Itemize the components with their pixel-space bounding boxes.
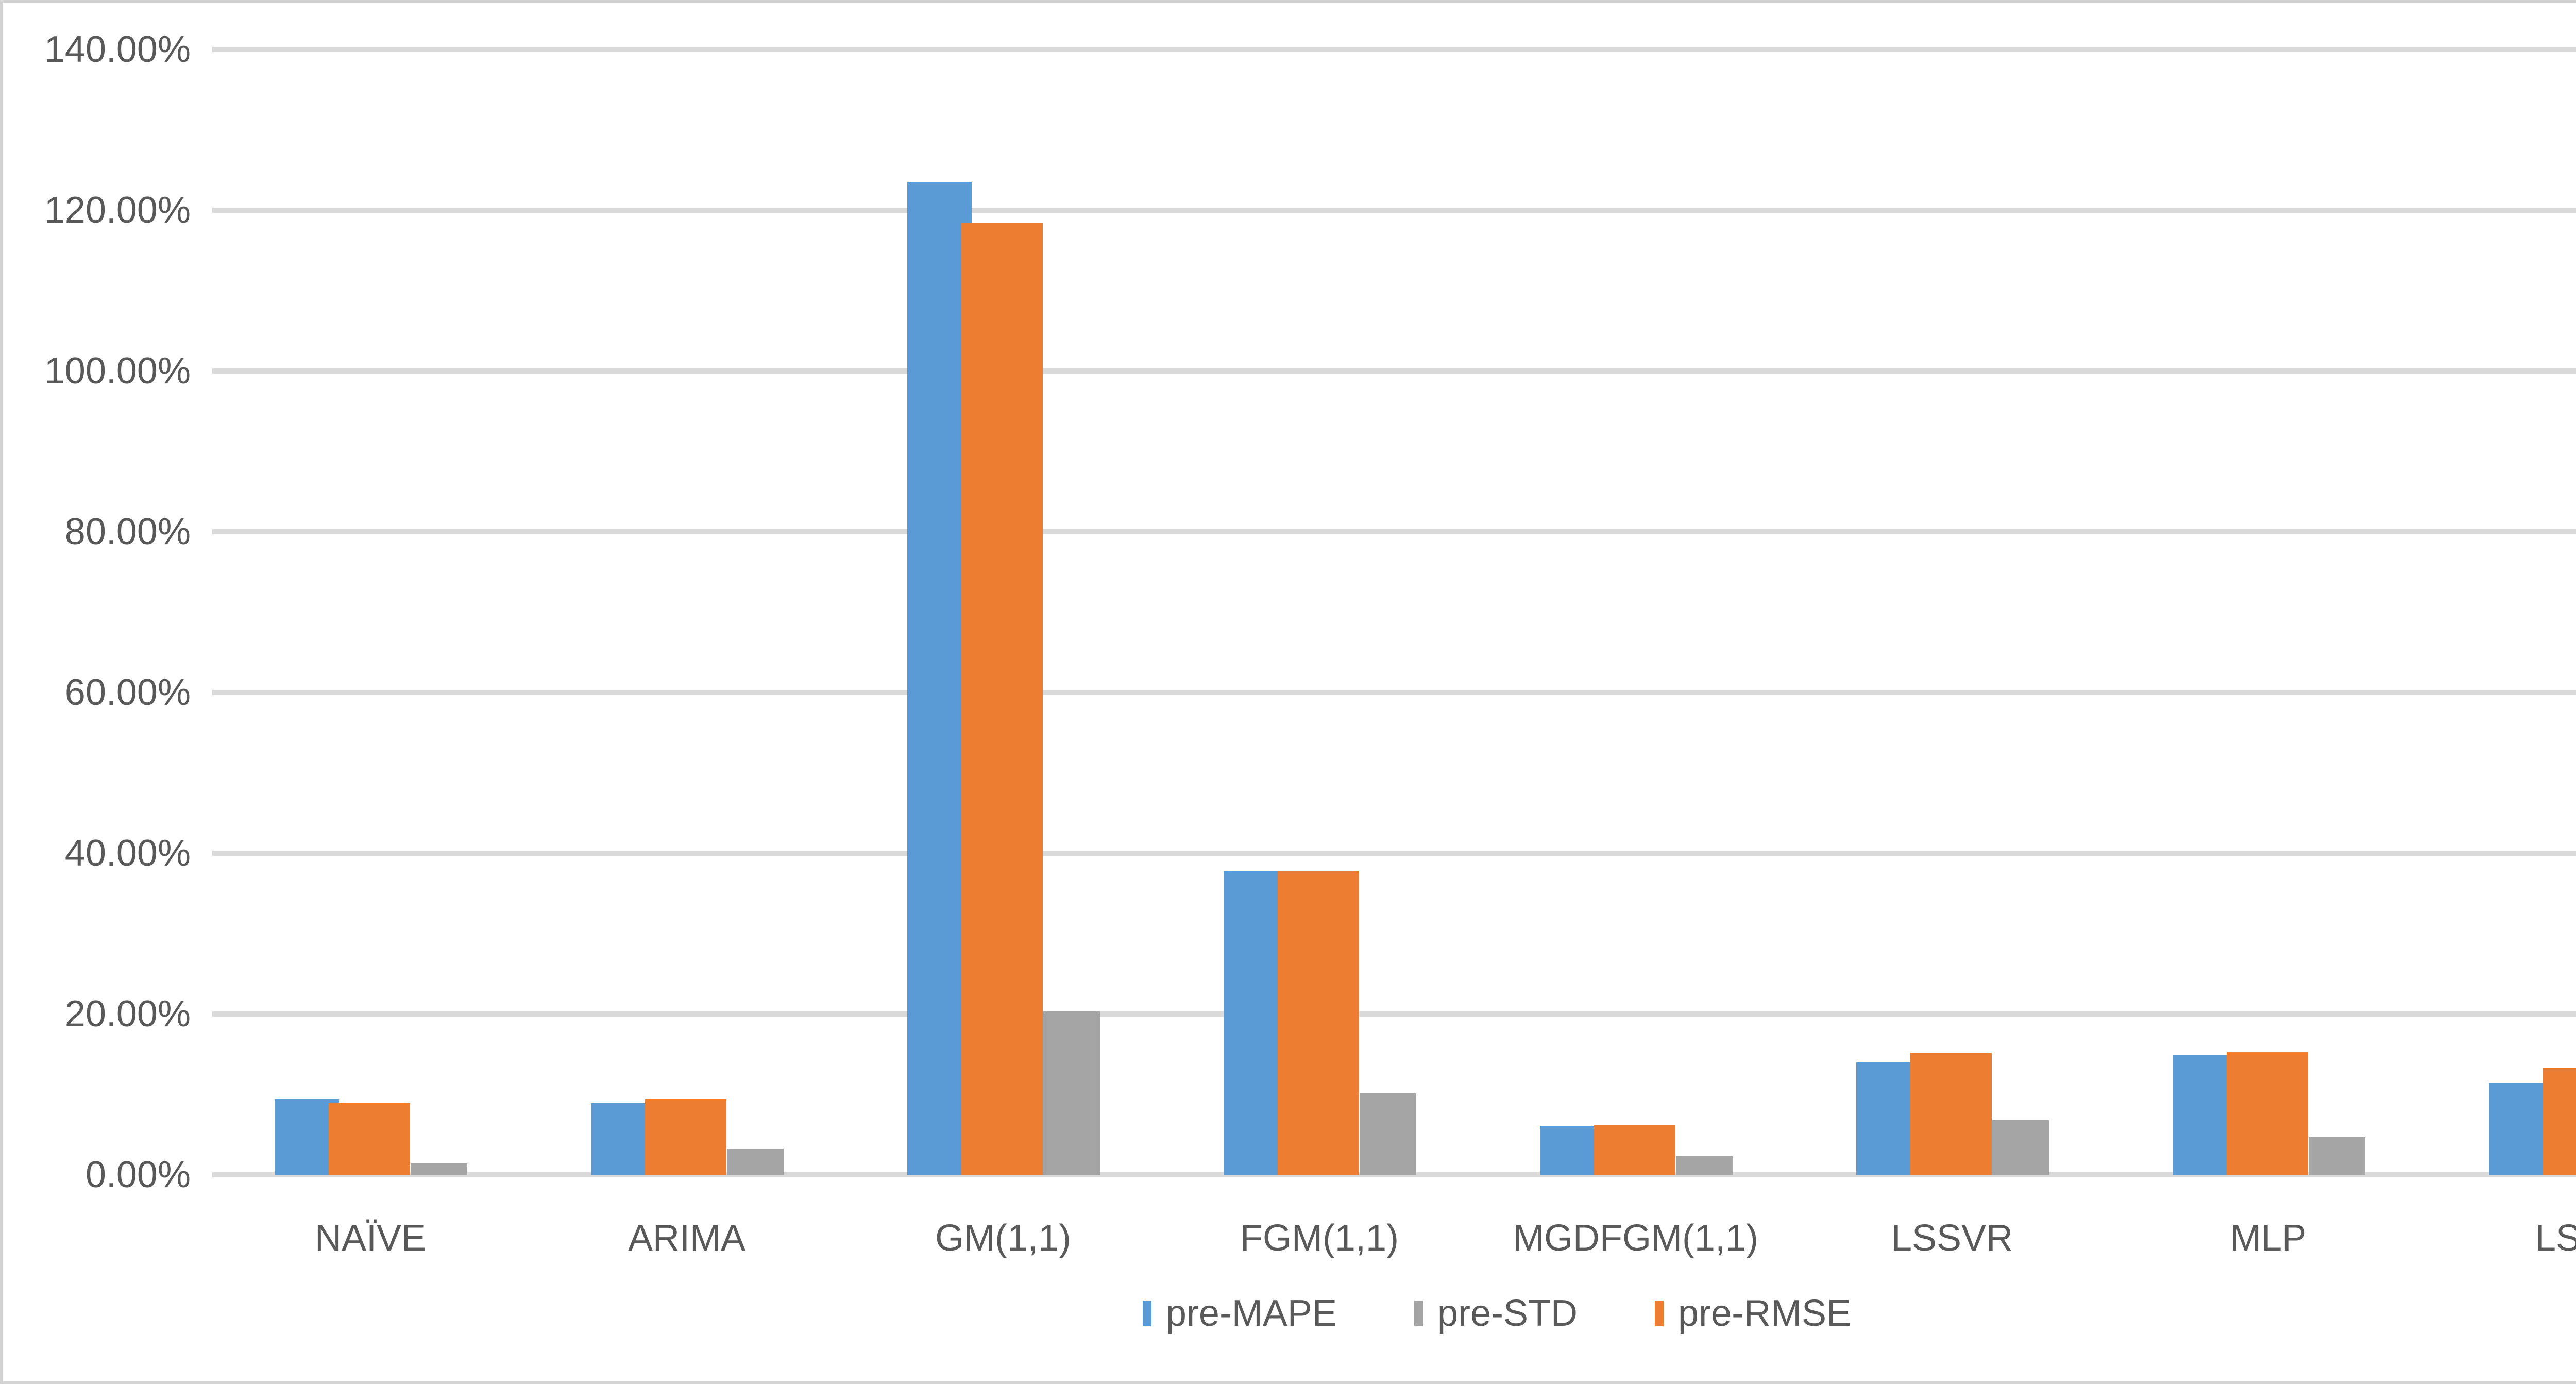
gridline bbox=[212, 851, 2576, 856]
category-label: NAÏVE bbox=[314, 1218, 427, 1259]
gridline bbox=[212, 1011, 2576, 1017]
bar-pre-mape-6 bbox=[1856, 1062, 1921, 1175]
gridline bbox=[212, 368, 2576, 374]
bar-pre-std-2 bbox=[726, 1148, 784, 1175]
legend-label: pre-STD bbox=[1437, 1293, 1578, 1334]
bar-pre-std-1 bbox=[410, 1163, 467, 1175]
legend-marker-icon bbox=[1655, 1301, 1664, 1326]
bar-pre-mape-3 bbox=[907, 182, 972, 1175]
legend-marker-icon bbox=[1414, 1301, 1423, 1326]
plot-area bbox=[212, 47, 2576, 1177]
bar-pre-std-4 bbox=[1359, 1093, 1416, 1175]
category-label: GM(1,1) bbox=[935, 1218, 1072, 1259]
gridline bbox=[212, 529, 2576, 534]
bar-pre-mape-8 bbox=[2488, 1082, 2553, 1175]
category-label: MLP bbox=[2230, 1218, 2307, 1259]
bar-pre-rmse-8 bbox=[2543, 1068, 2576, 1175]
bar-pre-rmse-1 bbox=[328, 1103, 410, 1175]
bar-pre-std-5 bbox=[1675, 1156, 1733, 1175]
gridline bbox=[212, 690, 2576, 695]
bar-pre-rmse-4 bbox=[1277, 871, 1359, 1175]
legend: pre-MAPE pre-STD pre-RMSE bbox=[0, 1292, 2576, 1335]
legend-item-pre-mape: pre-MAPE bbox=[1142, 1292, 1337, 1335]
left-axis-tick-label: 120.00% bbox=[44, 190, 191, 231]
category-label: LSSVR bbox=[1891, 1218, 2013, 1259]
left-axis-tick-label: 0.00% bbox=[85, 1154, 191, 1195]
bar-pre-rmse-5 bbox=[1594, 1125, 1675, 1175]
legend-label: pre-RMSE bbox=[1678, 1293, 1852, 1334]
bar-pre-rmse-3 bbox=[961, 222, 1043, 1175]
left-axis-tick-label: 80.00% bbox=[64, 511, 191, 552]
legend-marker-icon bbox=[1142, 1301, 1151, 1326]
bar-pre-rmse-6 bbox=[1910, 1052, 1992, 1175]
bar-pre-std-7 bbox=[2308, 1137, 2365, 1175]
gridline bbox=[212, 1172, 2576, 1177]
bar-pre-mape-7 bbox=[2172, 1055, 2237, 1175]
bar-pre-rmse-2 bbox=[645, 1099, 726, 1175]
left-axis-tick-label: 140.00% bbox=[44, 29, 191, 70]
category-label: LSTM bbox=[2535, 1218, 2576, 1259]
category-label: FGM(1,1) bbox=[1240, 1218, 1399, 1259]
left-axis-tick-label: 100.00% bbox=[44, 350, 191, 392]
left-axis-tick-label: 40.00% bbox=[64, 833, 191, 874]
bar-pre-mape-5 bbox=[1539, 1125, 1604, 1175]
legend-label: pre-MAPE bbox=[1165, 1293, 1337, 1334]
bar-pre-std-3 bbox=[1043, 1011, 1100, 1175]
legend-item-pre-std: pre-STD bbox=[1414, 1292, 1578, 1335]
bar-pre-std-6 bbox=[1992, 1120, 2049, 1175]
bar-pre-mape-4 bbox=[1223, 871, 1288, 1175]
bar-pre-mape-2 bbox=[590, 1103, 655, 1175]
gridline bbox=[212, 208, 2576, 213]
left-axis-tick-label: 20.00% bbox=[64, 993, 191, 1035]
category-label: MGDFGM(1,1) bbox=[1513, 1218, 1758, 1259]
bar-pre-rmse-7 bbox=[2226, 1052, 2308, 1175]
gridline bbox=[212, 47, 2576, 52]
legend-item-pre-rmse: pre-RMSE bbox=[1655, 1292, 1851, 1335]
left-axis-tick-label: 60.00% bbox=[64, 672, 191, 713]
category-label: ARIMA bbox=[628, 1218, 746, 1259]
bar-pre-mape-1 bbox=[274, 1099, 339, 1175]
